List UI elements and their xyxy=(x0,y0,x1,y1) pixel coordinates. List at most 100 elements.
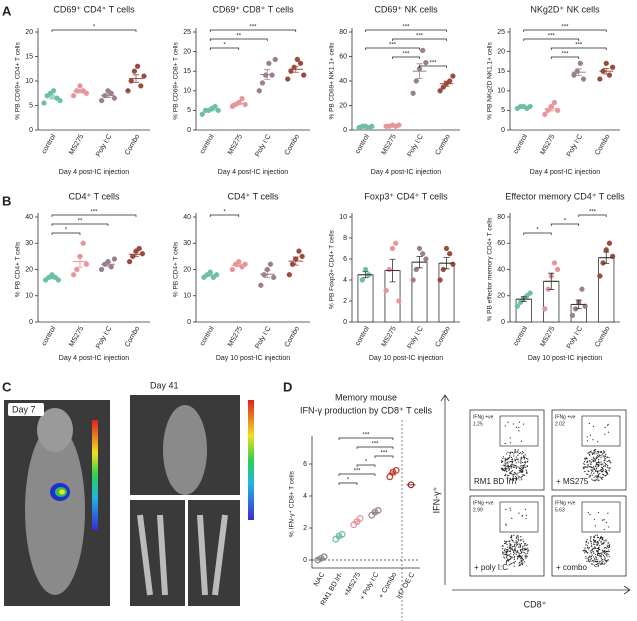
x-tick-label: MS275 xyxy=(68,133,85,156)
data-point xyxy=(597,76,603,82)
event-dot xyxy=(607,512,609,514)
event-dot xyxy=(595,453,597,455)
data-point xyxy=(555,266,561,273)
significance-bracket xyxy=(419,65,447,68)
event-dot xyxy=(507,554,509,556)
y-tick-label: 2 xyxy=(343,298,347,305)
event-dot xyxy=(507,462,509,464)
x-tick-label: Poly I:C xyxy=(254,133,272,158)
event-dot xyxy=(517,472,519,474)
event-dot xyxy=(513,534,515,536)
error-bar xyxy=(49,276,55,280)
event-dot xyxy=(510,467,512,469)
data-point xyxy=(332,535,340,543)
event-dot xyxy=(511,557,513,559)
data-point xyxy=(267,261,274,267)
event-dot xyxy=(522,456,524,459)
y-tick-label: 2 xyxy=(303,525,307,532)
gate-label: IFNg +ve xyxy=(555,500,576,506)
event-dot xyxy=(591,452,593,454)
significance-bracket xyxy=(51,232,81,235)
event-dot xyxy=(509,547,512,549)
y-tick-label: 10 xyxy=(183,293,191,300)
event-dot xyxy=(517,477,520,479)
error-bar xyxy=(77,255,83,268)
significance-label: *** xyxy=(548,34,556,40)
significance-bracket xyxy=(365,29,447,32)
event-dot xyxy=(595,558,597,560)
event-dot xyxy=(584,459,586,461)
event-dot xyxy=(505,541,507,543)
gate xyxy=(581,415,621,447)
axis xyxy=(311,436,420,569)
event-dot xyxy=(590,552,592,554)
event-dot xyxy=(516,551,518,553)
event-dot xyxy=(598,561,601,563)
event-dot xyxy=(599,473,601,475)
data-point xyxy=(393,240,399,246)
data-point xyxy=(236,258,242,265)
event-dot xyxy=(588,560,590,562)
event-dot xyxy=(525,466,527,468)
event-dot xyxy=(590,466,593,468)
event-dot xyxy=(595,553,597,556)
event-dot xyxy=(508,468,510,470)
event-dot xyxy=(597,470,599,472)
data-point xyxy=(259,80,266,86)
data-point xyxy=(74,266,80,273)
x-tick-label: Poly I:C xyxy=(407,133,425,158)
bar xyxy=(411,261,428,323)
event-dot xyxy=(505,470,507,472)
data-point xyxy=(77,83,83,89)
event-dot xyxy=(594,560,596,562)
significance-label: *** xyxy=(353,469,361,475)
error-bar xyxy=(389,258,396,283)
event-dot xyxy=(596,478,598,480)
event-dot xyxy=(589,466,592,468)
data-point xyxy=(447,251,453,257)
event-dot xyxy=(596,547,598,550)
x-tick-label: control xyxy=(354,325,371,347)
event-dot xyxy=(521,548,523,551)
gate-label: IFNg +ve xyxy=(473,500,494,506)
event-dot xyxy=(524,461,526,463)
data-point xyxy=(136,245,142,252)
x-tick-label: Combo xyxy=(594,325,611,348)
event-dot xyxy=(600,552,602,554)
event-dot xyxy=(597,462,600,464)
x-tick-label: control xyxy=(513,133,530,155)
data-point xyxy=(125,88,131,94)
x-tick-label: control xyxy=(199,325,216,347)
event-dot xyxy=(514,472,516,474)
event-dot xyxy=(599,544,601,546)
x-tick-label: + Poly I:C xyxy=(359,571,380,601)
event-dot xyxy=(585,544,587,546)
data-point xyxy=(413,266,419,273)
flow-plot-label: RM1 BD Irf7⁻ xyxy=(474,477,522,486)
event-dot xyxy=(515,553,517,555)
event-dot xyxy=(605,550,607,552)
event-dot xyxy=(502,469,504,472)
y-tick-label: 0 xyxy=(501,127,505,134)
data-point xyxy=(320,553,328,561)
x-tick-label: MS275 xyxy=(381,133,398,156)
significance-label: *** xyxy=(589,210,597,216)
y-tick-label: 0 xyxy=(343,127,347,134)
x-axis-label: Day 10 post-IC injection xyxy=(216,355,290,362)
x-axis-label: Day 4 post-IC injection xyxy=(59,169,130,176)
event-dot xyxy=(589,555,591,557)
data-point xyxy=(80,240,86,246)
significance-label: * xyxy=(223,210,226,216)
y-tick-label: 10 xyxy=(25,78,33,85)
event-dot xyxy=(599,454,601,456)
event-dot xyxy=(502,545,504,547)
significance-bracket xyxy=(392,38,447,41)
gate-label: IFNg +ve xyxy=(473,414,494,420)
y-tick-label: 5 xyxy=(29,102,33,109)
event-dot xyxy=(524,466,526,468)
data-point xyxy=(111,95,118,101)
y-tick-label: 20 xyxy=(497,48,505,55)
event-dot xyxy=(593,541,595,543)
event-dot xyxy=(592,559,594,562)
significance-bracket xyxy=(356,446,394,449)
